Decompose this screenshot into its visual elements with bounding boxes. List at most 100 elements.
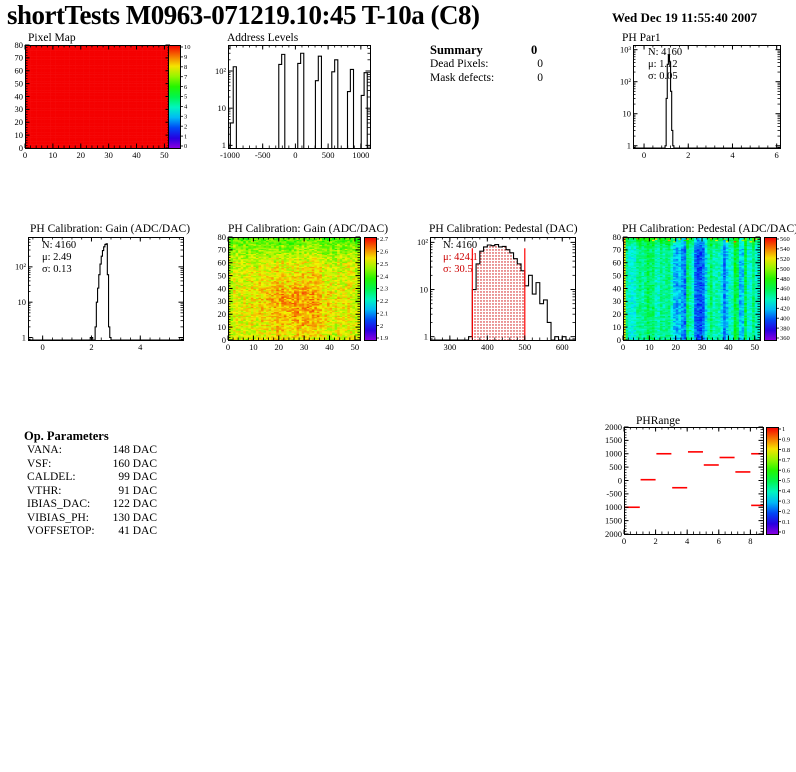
panel-title-pedestal-map: PH Calibration: Pedestal (ADC/DAC) [622,223,796,235]
svg-text:0: 0 [618,475,622,485]
svg-text:10: 10 [15,130,24,140]
svg-text:2.7: 2.7 [380,236,389,243]
svg-text:20: 20 [15,117,24,127]
svg-text:0.5: 0.5 [782,478,790,485]
svg-text:10²: 10² [15,262,27,272]
svg-text:2.1: 2.1 [380,310,388,317]
stat-n: N: 4160 [648,47,683,58]
svg-text:10: 10 [184,44,191,51]
svg-text:10: 10 [218,322,227,332]
svg-text:0: 0 [19,143,23,153]
svg-text:1000: 1000 [605,449,622,459]
svg-text:30: 30 [300,342,309,352]
svg-text:40: 40 [724,342,733,352]
op-param-value: 41 DAC [118,525,157,537]
svg-text:4: 4 [730,150,735,160]
svg-text:1.9: 1.9 [380,335,388,342]
panel-title-ph-par1: PH Par1 [622,32,661,44]
svg-text:60: 60 [15,66,24,76]
svg-text:30: 30 [218,296,227,306]
svg-text:70: 70 [15,53,24,63]
svg-text:0.4: 0.4 [782,488,791,495]
svg-text:360: 360 [780,335,790,342]
svg-text:2.2: 2.2 [380,298,388,305]
svg-text:520: 520 [780,256,790,263]
svg-text:40: 40 [613,283,622,293]
svg-text:1: 1 [627,141,631,151]
svg-text:1: 1 [222,140,226,150]
page-title: shortTests M0963-071219.10:45 T-10a (C8) [7,0,480,30]
stat-n: N: 4160 [443,240,478,251]
svg-text:1000: 1000 [352,150,369,160]
timestamp: Wed Dec 19 11:55:40 2007 [612,10,758,25]
summary-row-value: 0 [537,72,543,84]
svg-text:20: 20 [77,150,86,160]
op-param-label: VSF: [27,457,52,470]
svg-text:50: 50 [160,150,169,160]
op-parameters-title: Op. Parameters [24,429,109,443]
svg-text:0: 0 [621,342,625,352]
svg-text:60: 60 [613,258,622,268]
svg-text:1: 1 [184,133,187,140]
op-param-value: 99 DAC [118,471,157,483]
svg-text:0.7: 0.7 [782,457,791,464]
panel-title-gain-map: PH Calibration: Gain (ADC/DAC) [228,223,389,235]
panel-title-pixel-map: Pixel Map [28,32,76,44]
svg-text:0: 0 [617,335,621,345]
svg-text:10: 10 [249,342,258,352]
panel-title-address-levels: Address Levels [227,32,299,44]
svg-text:420: 420 [780,306,790,313]
svg-text:10²: 10² [417,237,429,247]
svg-text:460: 460 [780,286,790,293]
svg-text:4: 4 [138,342,143,352]
svg-text:2.4: 2.4 [380,273,389,280]
gain-heatmap [228,237,360,340]
svg-text:20: 20 [218,309,227,319]
svg-text:10: 10 [613,322,622,332]
svg-text:10: 10 [218,103,227,113]
svg-text:20: 20 [671,342,680,352]
svg-text:3: 3 [184,114,187,121]
svg-text:560: 560 [780,236,790,243]
svg-text:80: 80 [218,232,227,242]
svg-text:4: 4 [685,536,690,546]
svg-text:0.1: 0.1 [782,519,790,526]
svg-text:50: 50 [750,342,759,352]
svg-text:9: 9 [184,54,187,61]
svg-text:380: 380 [780,325,790,332]
svg-text:30: 30 [15,104,24,114]
svg-text:0.9: 0.9 [782,437,790,444]
svg-text:5: 5 [184,94,187,101]
svg-text:-500: -500 [606,489,622,499]
svg-text:540: 540 [780,246,790,253]
svg-text:0: 0 [642,150,646,160]
svg-text:50: 50 [15,78,24,88]
summary-row-label: Mask defects: [430,72,495,84]
svg-text:400: 400 [780,315,790,322]
op-param-value: 148 DAC [112,444,157,456]
svg-text:480: 480 [780,276,790,283]
stat-mu: μ: 2.49 [42,252,72,263]
svg-text:1: 1 [22,332,26,342]
svg-text:2: 2 [89,342,93,352]
svg-text:0.3: 0.3 [782,498,790,505]
svg-text:0: 0 [622,536,626,546]
svg-text:500: 500 [780,266,790,273]
svg-text:10³: 10³ [620,44,632,54]
svg-text:600: 600 [556,342,569,352]
svg-text:40: 40 [325,342,334,352]
summary-value: 0 [531,43,538,57]
svg-text:60: 60 [218,258,227,268]
svg-text:1: 1 [424,331,428,341]
op-param-value: 130 DAC [112,511,157,524]
svg-text:2.6: 2.6 [380,249,389,256]
svg-text:8: 8 [748,536,752,546]
svg-text:2: 2 [653,536,657,546]
summary-title: Summary [430,43,483,57]
op-param-label: VIBIAS_PH: [27,511,89,524]
svg-text:4: 4 [184,104,188,111]
op-param-label: VTHR: [27,484,62,497]
svg-text:2: 2 [686,150,690,160]
stat-mu: μ: 1.12 [648,59,678,70]
stat-sigma: σ: 0.05 [648,71,678,82]
